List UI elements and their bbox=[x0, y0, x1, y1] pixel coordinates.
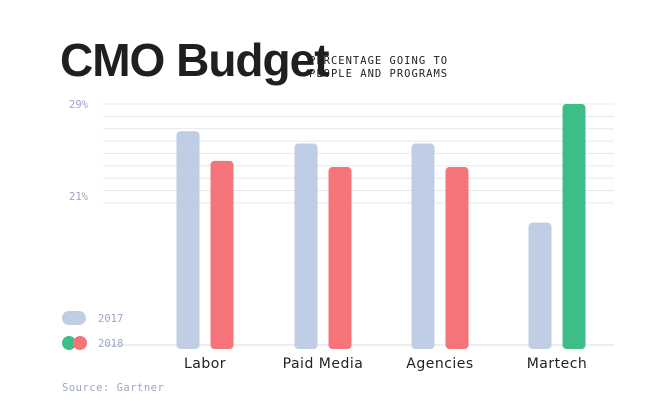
bar-labor-2017 bbox=[176, 131, 200, 349]
bar-martech-2018 bbox=[562, 104, 586, 349]
y-tick-label-21: 21% bbox=[69, 191, 89, 203]
chart-title: CMO Budget bbox=[60, 34, 329, 86]
bar-paid-media-2018 bbox=[328, 167, 352, 349]
bar-agencies-2018 bbox=[445, 167, 469, 349]
bars bbox=[176, 104, 586, 349]
chart-subtitle-line-2: PEOPLE AND PROGRAMS bbox=[309, 68, 448, 80]
legend-swatch-2018-red bbox=[73, 336, 87, 350]
bar-martech-2017 bbox=[528, 222, 552, 349]
category-label-labor: Labor bbox=[184, 356, 226, 372]
legend-label-2017: 2017 bbox=[98, 313, 123, 325]
bar-agencies-2017 bbox=[411, 143, 435, 349]
bar-paid-media-2017 bbox=[294, 143, 318, 349]
chart-subtitle-line-1: PERCENTAGE GOING TO bbox=[309, 55, 448, 67]
legend-swatch-2017 bbox=[62, 311, 86, 325]
bar-labor-2018 bbox=[210, 160, 234, 349]
source-note: Source: Gartner bbox=[62, 382, 164, 394]
legend-label-2018: 2018 bbox=[98, 338, 123, 350]
category-label-agencies: Agencies bbox=[406, 356, 473, 372]
legend: 2017 2018 bbox=[62, 311, 123, 350]
category-label-paid-media: Paid Media bbox=[283, 356, 364, 372]
y-tick-label-29: 29% bbox=[69, 99, 89, 111]
category-label-martech: Martech bbox=[527, 356, 588, 372]
legend-swatch-2018-green bbox=[62, 336, 76, 350]
